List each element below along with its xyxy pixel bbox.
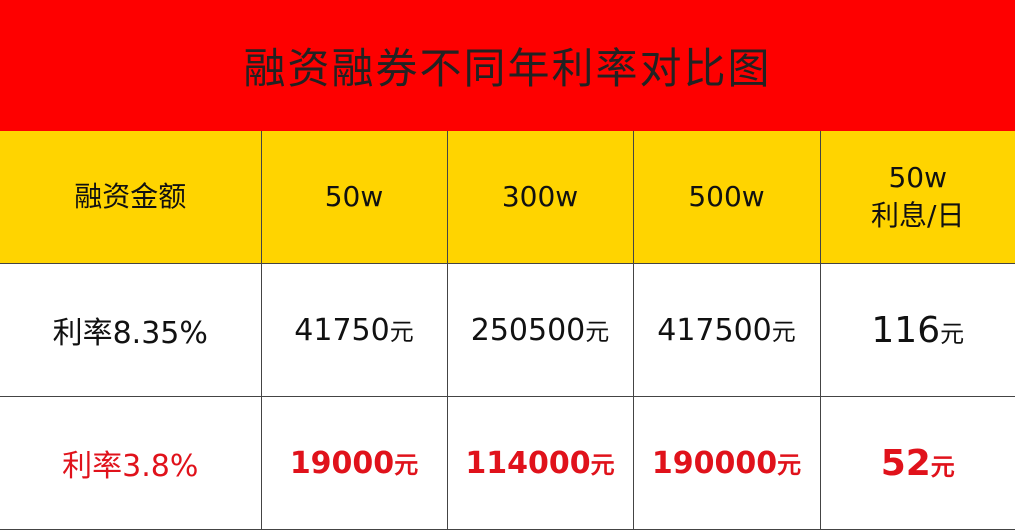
header-daily: 50w 利息/日 [820,131,1015,264]
header-col: 300w [447,131,633,264]
table-row: 利率8.35% 41750元 250500元 417500元 116元 [0,264,1015,397]
header-daily-label: 利息/日 [821,197,1015,235]
rate-comparison-table: 融资金额 50w 300w 500w 50w 利息/日 利率8.35% 4175… [0,131,1015,530]
cell-value: 19000元 [261,397,447,530]
cell-value: 114000元 [447,397,633,530]
header-daily-amount: 50w [821,159,1015,197]
row-label: 利率3.8% [0,397,261,530]
header-col: 500w [633,131,820,264]
header-row: 融资金额 50w 300w 500w 50w 利息/日 [0,131,1015,264]
cell-value: 250500元 [447,264,633,397]
cell-value: 190000元 [633,397,820,530]
row-label: 利率8.35% [0,264,261,397]
cell-value: 41750元 [261,264,447,397]
cell-value: 417500元 [633,264,820,397]
cell-daily: 52元 [820,397,1015,530]
cell-daily: 116元 [820,264,1015,397]
header-label: 融资金额 [0,131,261,264]
table-row: 利率3.8% 19000元 114000元 190000元 52元 [0,397,1015,530]
page-title: 融资融券不同年利率对比图 [0,0,1015,131]
header-col: 50w [261,131,447,264]
